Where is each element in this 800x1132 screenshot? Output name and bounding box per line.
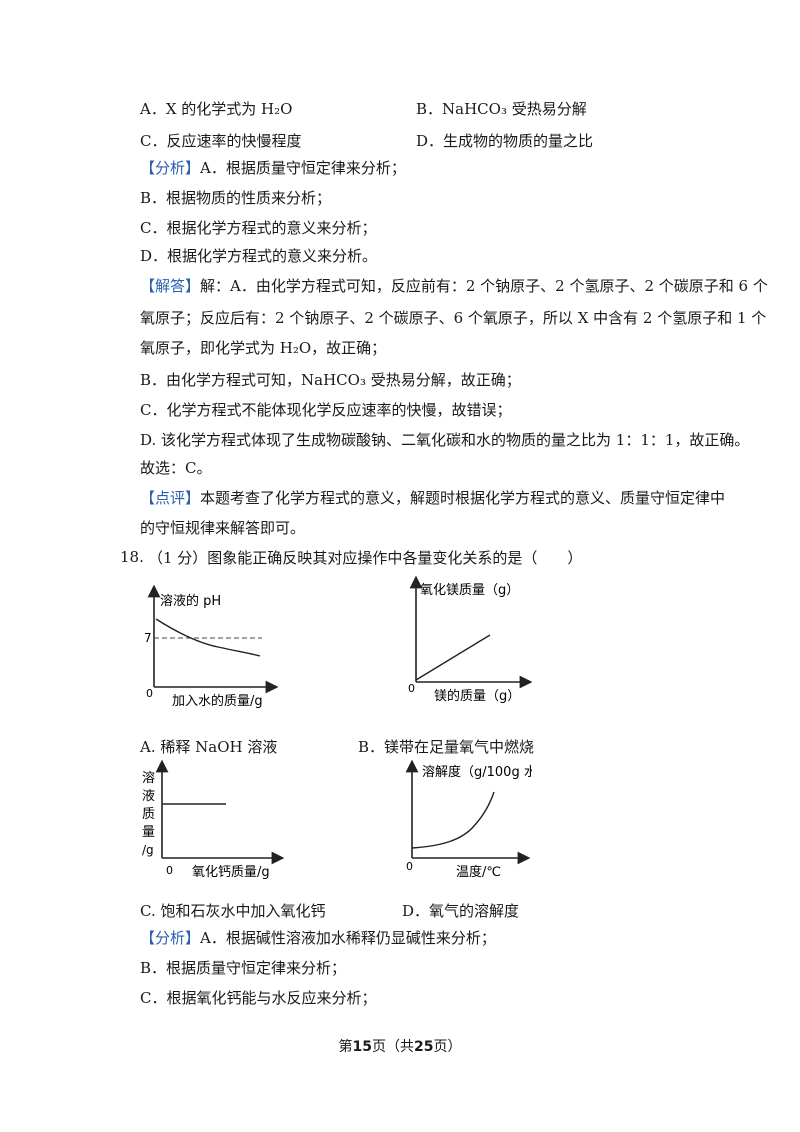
- x-axis-label: 温度/℃: [456, 864, 501, 880]
- graph-a: 溶液的 pH 7 0 加入水的质量/g: [144, 585, 278, 709]
- ph-curve: [155, 618, 261, 657]
- question-stem: （1 分）图象能正确反映其对应操作中各量变化关系的是（ ）: [148, 549, 583, 567]
- x-axis-label: 氧化钙质量/g: [192, 865, 270, 880]
- answer-line: 氧原子，即化学式为 H₂O，故正确；: [140, 339, 387, 357]
- answer-line: 氧原子；反应后有：2 个钠原子、2 个碳原子、6 个氧原子，所以 X 中含有 2…: [140, 309, 767, 327]
- answer-line: D. 该化学方程式体现了生成物碳酸钠、二氧化碳和水的物质的量之比为 1：1：1，…: [140, 431, 750, 449]
- option-b: B．NaHCO₃ 受热易分解: [416, 100, 587, 118]
- caption-a: A. 稀释 NaOH 溶液: [140, 738, 278, 756]
- answer-line: C．化学方程式不能体现化学反应速率的快慢，故错误；: [140, 401, 512, 419]
- question-number: 18.: [120, 548, 144, 566]
- analysis-tag: 【分析】: [140, 159, 201, 177]
- analysis-line: C．根据化学方程式的意义来分析；: [140, 219, 377, 237]
- origin-label: 0: [406, 860, 413, 873]
- page-total: 25: [414, 1039, 434, 1055]
- analysis-line: D．根据化学方程式的意义来分析。: [140, 247, 378, 265]
- answer-line: B．由化学方程式可知，NaHCO₃ 受热易分解，故正确；: [140, 371, 521, 389]
- analysis-line: B．根据质量守恒定律来分析；: [140, 959, 347, 977]
- caption-b: B．镁带在足量氧气中燃烧: [358, 738, 535, 756]
- comment-tag: 【点评】: [140, 489, 201, 507]
- y-axis-label: 溶: [142, 771, 155, 786]
- y-axis-label: 量: [142, 825, 155, 840]
- answer-line: 【解答】解：A．由化学方程式可知，反应前有：2 个钠原子、2 个氢原子、2 个碳…: [140, 277, 768, 295]
- option-c: C．反应速率的快慢程度: [140, 132, 302, 150]
- y-axis-label: 质: [142, 807, 155, 822]
- caption-d: D．氧气的溶解度: [402, 902, 520, 920]
- caption-c: C. 饱和石灰水中加入氧化钙: [140, 902, 326, 920]
- graph-c: 溶 液 质 量 /g 0 氧化钙质量/g: [142, 760, 285, 880]
- origin-label: 0: [166, 864, 173, 877]
- analysis-tag: 【分析】: [140, 929, 201, 947]
- x-axis-label: 镁的质量（g）: [434, 688, 520, 704]
- page-number: 15: [352, 1039, 372, 1055]
- page-footer: 第15页（共25页）: [338, 1039, 462, 1055]
- y-axis-label: 溶液的 pH: [160, 593, 221, 609]
- graph-d: 溶解度（g/100g 水） 0 温度/℃: [405, 760, 532, 880]
- x-axis-label: 加入水的质量/g: [172, 693, 263, 709]
- y-axis-label: 溶解度（g/100g 水）: [422, 764, 532, 780]
- ref-value-label: 7: [144, 631, 152, 645]
- y-axis-label: /g: [142, 843, 154, 857]
- origin-label: 0: [408, 682, 415, 695]
- y-axis-label: 液: [142, 789, 155, 804]
- analysis-line: 【分析】A．根据质量守恒定律来分析；: [140, 159, 406, 177]
- origin-label: 0: [146, 687, 153, 700]
- solubility-curve: [411, 791, 495, 849]
- answer-line: 故选：C。: [140, 459, 212, 477]
- comment-line: 【点评】本题考查了化学方程式的意义，解题时根据化学方程式的意义、质量守恒定律中: [140, 489, 726, 507]
- option-a: A．X 的化学式为 H₂O: [140, 100, 293, 118]
- comment-line: 的守恒规律来解答即可。: [140, 519, 306, 537]
- answer-tag: 【解答】: [140, 277, 201, 295]
- analysis-line: 【分析】A．根据碱性溶液加水稀释仍显碱性来分析；: [140, 929, 496, 947]
- analysis-line: B．根据物质的性质来分析；: [140, 189, 332, 207]
- mgo-line: [415, 634, 491, 681]
- y-axis-label: 氧化镁质量（g）: [420, 583, 519, 598]
- option-d: D．生成物的物质的量之比: [416, 132, 594, 150]
- graph-b: 氧化镁质量（g） 0 镁的质量（g）: [408, 576, 532, 704]
- analysis-line: C．根据氧化钙能与水反应来分析；: [140, 989, 377, 1007]
